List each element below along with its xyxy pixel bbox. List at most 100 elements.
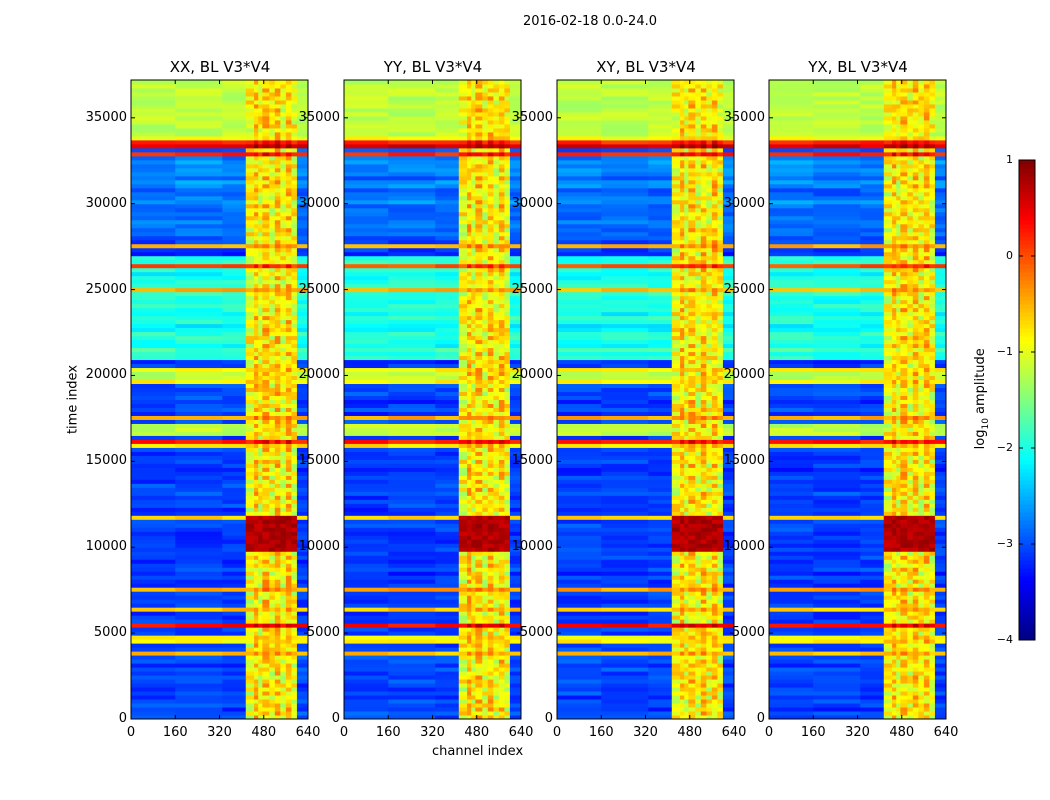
heatmap-cell xyxy=(509,507,522,512)
heatmap-cell xyxy=(296,103,309,109)
heatmap-cell xyxy=(388,95,436,101)
heatmap-cell xyxy=(700,511,707,516)
heatmap-cell xyxy=(344,80,389,85)
heatmap-cell xyxy=(671,619,681,624)
heatmap-cell xyxy=(269,323,276,329)
heatmap-cell xyxy=(269,327,276,333)
heatmap-cell xyxy=(435,515,460,520)
heatmap-cell xyxy=(601,583,649,588)
heatmap-cell xyxy=(175,367,223,373)
heatmap-cell xyxy=(688,515,696,520)
heatmap-cell xyxy=(458,403,468,408)
heatmap-cell xyxy=(245,539,255,544)
heatmap-cell xyxy=(458,283,468,289)
heatmap-cell xyxy=(344,495,389,500)
heatmap-cell xyxy=(458,239,468,245)
heatmap-cell xyxy=(487,695,494,700)
heatmap-cell xyxy=(717,659,724,664)
heatmap-cell xyxy=(717,647,724,652)
heatmap-cell xyxy=(475,683,483,688)
heatmap-cell xyxy=(688,567,696,572)
heatmap-cell xyxy=(482,103,489,109)
heatmap-cell xyxy=(509,155,522,161)
heatmap-cell xyxy=(601,611,649,616)
heatmap-cell xyxy=(245,379,255,385)
heatmap-cell xyxy=(274,655,281,660)
heatmap-cell xyxy=(467,599,472,604)
heatmap-cell xyxy=(258,211,263,217)
heatmap-cell xyxy=(291,619,298,624)
heatmap-cell xyxy=(262,235,270,241)
heatmap-cell xyxy=(509,459,522,464)
heatmap-cell xyxy=(222,551,247,556)
heatmap-cell xyxy=(258,175,263,181)
heatmap-cell xyxy=(711,663,718,668)
heatmap-cell xyxy=(509,291,522,297)
heatmap-cell xyxy=(471,239,476,245)
heatmap-cell xyxy=(458,263,468,269)
heatmap-cell xyxy=(254,91,259,97)
heatmap-cell xyxy=(695,539,702,544)
heatmap-cell xyxy=(274,475,281,480)
heatmap-cell xyxy=(291,223,298,229)
heatmap-cell xyxy=(711,679,718,684)
heatmap-cell xyxy=(498,367,505,373)
heatmap-cell xyxy=(509,127,522,133)
heatmap-cell xyxy=(131,367,176,373)
heatmap-cell xyxy=(671,511,681,516)
heatmap-cell xyxy=(671,635,681,640)
heatmap-cell xyxy=(482,99,489,105)
heatmap-cell xyxy=(222,207,247,213)
heatmap-cell xyxy=(131,259,176,265)
heatmap-cell xyxy=(274,363,281,369)
heatmap-cell xyxy=(269,611,276,616)
heatmap-cell xyxy=(254,515,259,520)
heatmap-cell xyxy=(222,123,247,129)
heatmap-cell xyxy=(509,95,522,101)
heatmap-cell xyxy=(509,367,522,373)
heatmap-cell xyxy=(435,291,460,297)
heatmap-cell xyxy=(388,367,436,373)
heatmap-cell xyxy=(467,131,472,137)
heatmap-cell xyxy=(487,215,494,221)
heatmap-cell xyxy=(344,139,389,145)
heatmap-cell xyxy=(498,451,505,456)
heatmap-cell xyxy=(504,583,511,588)
heatmap-cell xyxy=(344,183,389,189)
heatmap-cell xyxy=(509,271,522,277)
heatmap-cell xyxy=(509,555,522,560)
heatmap-cell xyxy=(700,639,707,644)
heatmap-cell xyxy=(471,243,476,249)
heatmap-cell xyxy=(245,279,255,285)
heatmap-cell xyxy=(258,603,263,608)
heatmap-cell xyxy=(285,303,292,309)
heatmap-cell xyxy=(487,627,494,632)
heatmap-cell xyxy=(671,631,681,636)
heatmap-cell xyxy=(648,615,673,620)
heatmap-cell xyxy=(344,483,389,488)
heatmap-cell xyxy=(487,699,494,704)
heatmap-cell xyxy=(274,267,281,273)
heatmap-cell xyxy=(467,80,472,85)
heatmap-cell xyxy=(467,291,472,297)
heatmap-cell xyxy=(509,239,522,245)
heatmap-cell xyxy=(296,351,309,357)
heatmap-cell xyxy=(435,155,460,161)
heatmap-cell xyxy=(700,699,707,704)
heatmap-cell xyxy=(695,527,702,532)
heatmap-cell xyxy=(344,591,389,596)
heatmap-cell xyxy=(435,399,460,404)
heatmap-cell xyxy=(269,619,276,624)
heatmap-cell xyxy=(467,123,472,129)
heatmap-cell xyxy=(254,391,259,396)
heatmap-cell xyxy=(717,707,724,712)
heatmap-cell xyxy=(498,671,505,676)
heatmap-cell xyxy=(262,323,270,329)
heatmap-cell xyxy=(280,311,287,317)
heatmap-cell xyxy=(269,487,276,492)
heatmap-cell xyxy=(296,699,309,704)
heatmap-cell xyxy=(269,599,276,604)
heatmap-cell xyxy=(175,327,223,333)
heatmap-cell xyxy=(458,487,468,492)
heatmap-cell xyxy=(291,179,298,185)
